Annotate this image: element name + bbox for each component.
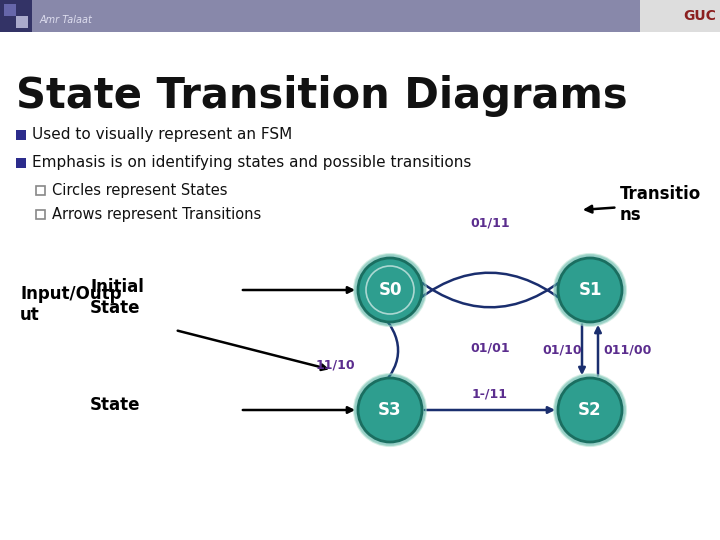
Text: Arrows represent Transitions: Arrows represent Transitions <box>52 207 261 222</box>
Text: Emphasis is on identifying states and possible transitions: Emphasis is on identifying states and po… <box>32 156 472 171</box>
FancyBboxPatch shape <box>4 4 16 16</box>
Text: State Transition Diagrams: State Transition Diagrams <box>16 75 628 117</box>
Text: 01/01: 01/01 <box>470 341 510 354</box>
Circle shape <box>554 374 626 446</box>
FancyBboxPatch shape <box>16 16 28 28</box>
Text: 011/00: 011/00 <box>604 343 652 356</box>
Text: S1: S1 <box>578 281 602 299</box>
Text: 1-/11: 1-/11 <box>472 388 508 401</box>
Text: Initial
State: Initial State <box>90 278 144 317</box>
Text: 11/10: 11/10 <box>315 359 355 372</box>
FancyBboxPatch shape <box>16 130 26 140</box>
Text: Used to visually represent an FSM: Used to visually represent an FSM <box>32 127 292 143</box>
Text: 01/10: 01/10 <box>542 343 582 356</box>
Text: GUC: GUC <box>683 9 716 23</box>
Text: S2: S2 <box>578 401 602 419</box>
Circle shape <box>558 378 622 442</box>
Text: Transitio
ns: Transitio ns <box>585 185 701 224</box>
Text: S0: S0 <box>378 281 402 299</box>
Circle shape <box>354 254 426 326</box>
Circle shape <box>558 258 622 322</box>
Text: Input/Outp
ut: Input/Outp ut <box>20 285 122 324</box>
Text: State: State <box>90 396 140 414</box>
Circle shape <box>554 254 626 326</box>
FancyBboxPatch shape <box>640 0 720 32</box>
Circle shape <box>358 258 422 322</box>
Circle shape <box>354 374 426 446</box>
Text: S3: S3 <box>378 401 402 419</box>
Text: Amr Talaat: Amr Talaat <box>40 15 93 25</box>
FancyBboxPatch shape <box>16 158 26 168</box>
Text: Circles represent States: Circles represent States <box>52 183 228 198</box>
FancyBboxPatch shape <box>0 0 32 32</box>
Circle shape <box>358 378 422 442</box>
FancyBboxPatch shape <box>0 0 720 32</box>
Text: 01/11: 01/11 <box>470 217 510 230</box>
